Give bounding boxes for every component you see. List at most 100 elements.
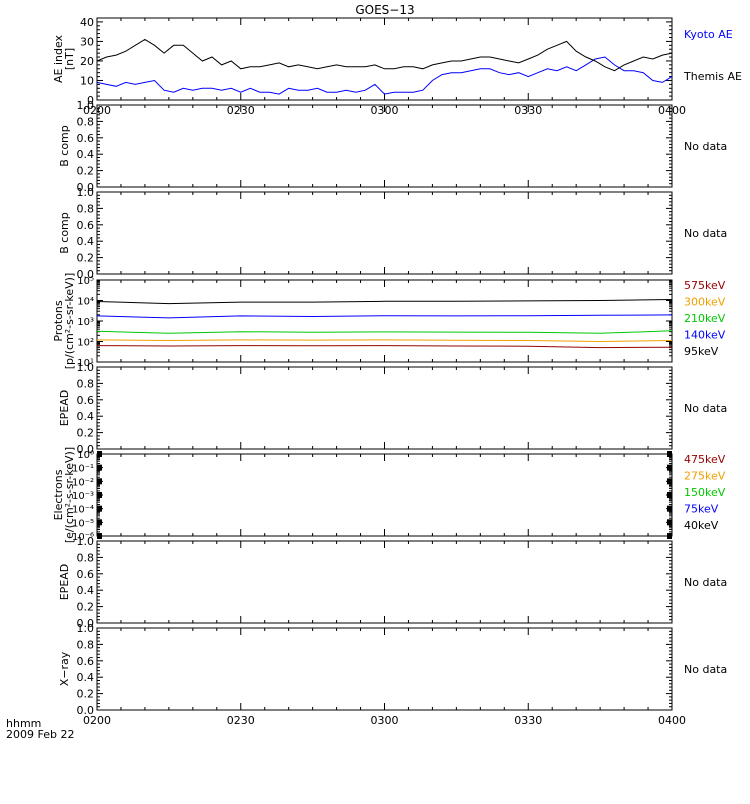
time-axis-label: hhmm <box>6 717 41 730</box>
y-tick-label: 10⁻² <box>72 477 94 488</box>
panel-6: 10⁻⁶ 10⁻⁵ 10⁻⁴ 10⁻³ 10⁻² 10⁻¹ 10⁰ Electrons[e/(… <box>52 447 726 543</box>
y-tick-label: 10⁰ <box>77 450 94 461</box>
panel-8: 0.0 0.2 0.4 0.6 0.8 1.0 0200 0230 0300 0330 0400 X−… <box>58 622 727 727</box>
legend-entry: 210keV <box>684 312 726 325</box>
y-tick-label: 0.0 <box>77 268 95 281</box>
dense-tick-block <box>97 533 102 539</box>
y-tick-label: 30 <box>80 35 94 48</box>
panel-5: 0.0 0.2 0.4 0.6 0.8 1.0 EPEAD No data <box>58 361 727 456</box>
no-data-label: No data <box>684 402 727 415</box>
y-axis-label: AE index <box>52 34 65 83</box>
y-tick-label: 0.0 <box>77 617 95 630</box>
dense-tick-block <box>97 505 102 512</box>
y-tick-label: 0 <box>87 94 94 107</box>
legend-entry: 275keV <box>684 470 726 483</box>
y-tick-label: 1.0 <box>77 535 95 548</box>
y-axis-label: EPEAD <box>58 390 71 427</box>
plot-frame <box>96 104 673 188</box>
dense-tick-block <box>97 464 102 471</box>
series-line <box>96 345 673 349</box>
series-line <box>96 299 673 305</box>
y-tick-label: 0.6 <box>77 655 95 668</box>
plot-frame <box>96 279 673 363</box>
legend-entry: Themis AE <box>683 70 742 83</box>
y-tick-label: 0.2 <box>77 688 95 701</box>
no-data-label: No data <box>684 140 727 153</box>
legend-entry: 300keV <box>684 296 726 309</box>
dense-tick-block <box>667 533 672 539</box>
y-axis-unit: [p/(cm²-s-sr-keV)] <box>63 273 76 370</box>
plot-frame <box>96 627 673 711</box>
y-tick-label: 10⁻¹ <box>72 464 94 475</box>
y-tick-label: 0.8 <box>77 115 95 128</box>
y-tick-label: 0.4 <box>77 584 95 597</box>
y-tick-label: 0.0 <box>77 704 95 717</box>
y-tick-label: 0.6 <box>77 394 95 407</box>
plot-frame <box>96 366 673 450</box>
plot-frame <box>96 540 673 624</box>
y-tick-label: 10² <box>77 338 94 349</box>
y-tick-label: 1.0 <box>77 186 95 199</box>
dense-tick-block <box>667 505 672 512</box>
y-tick-label: 40 <box>80 16 94 29</box>
y-axis-label: Protons <box>52 300 65 341</box>
y-tick-label: 10⁻⁵ <box>72 518 94 529</box>
y-axis-label: X−ray <box>58 651 71 686</box>
panel-4: 10¹ 10² 10³ 10⁴ 10⁵ Protons[p/(cm²-s-sr-keV)]… <box>52 273 726 370</box>
y-tick-label: 10⁻⁶ <box>72 532 94 543</box>
y-tick-label: 0.4 <box>77 148 95 161</box>
y-tick-label: 10⁵ <box>77 276 94 287</box>
y-tick-label: 1.0 <box>77 99 95 112</box>
y-tick-label: 10⁻⁴ <box>72 505 94 516</box>
dense-tick-block <box>667 464 672 471</box>
dense-tick-block <box>97 451 102 457</box>
y-tick-label: 0.2 <box>77 252 95 265</box>
y-axis-unit: [e/(cm²-s-sr-keV)] <box>63 447 76 543</box>
y-tick-label: 0.4 <box>77 671 95 684</box>
y-axis-label: B comp <box>58 125 71 167</box>
x-tick-label: 0230 <box>227 714 255 727</box>
x-tick-label: 0330 <box>514 714 542 727</box>
y-tick-label: 1.0 <box>77 361 95 374</box>
date-label: 2009 Feb 22 <box>6 728 74 741</box>
y-tick-label: 0.8 <box>77 377 95 390</box>
legend-entry: 475keV <box>684 453 726 466</box>
series-line <box>96 330 673 334</box>
y-tick-label: 0.6 <box>77 132 95 145</box>
y-tick-label: 0.2 <box>77 165 95 178</box>
y-tick-label: 10 <box>80 74 94 87</box>
panel-3: 0.0 0.2 0.4 0.6 0.8 1.0 B comp No data <box>58 186 727 281</box>
y-tick-label: 10⁻³ <box>72 491 94 502</box>
legend-entry: Kyoto AE <box>684 28 733 41</box>
figure-title: GOES−13 <box>355 3 414 17</box>
y-axis-label: Electrons <box>52 469 65 520</box>
plot-frame <box>96 191 673 275</box>
y-tick-label: 0.8 <box>77 551 95 564</box>
series-line <box>96 339 673 343</box>
y-tick-label: 0.0 <box>77 181 95 194</box>
series-line <box>96 38 673 72</box>
panel-7: 0.0 0.2 0.4 0.6 0.8 1.0 EPEAD No data <box>58 535 727 630</box>
y-tick-label: 20 <box>80 55 94 68</box>
no-data-label: No data <box>684 576 727 589</box>
legend-entry: 140keV <box>684 329 726 342</box>
series-line <box>96 314 673 319</box>
dense-tick-block <box>97 478 102 485</box>
panel-2: 0.0 0.2 0.4 0.6 0.8 1.0 B comp No data <box>58 99 727 194</box>
plot-frame <box>96 17 673 101</box>
y-tick-label: 10³ <box>77 317 94 328</box>
dense-tick-block <box>97 492 102 498</box>
y-tick-label: 0.4 <box>77 235 95 248</box>
y-tick-label: 0.2 <box>77 427 95 440</box>
y-tick-label: 1.0 <box>77 622 95 635</box>
y-axis-unit: [nT] <box>63 48 76 70</box>
y-axis-label: B comp <box>58 212 71 254</box>
dense-tick-block <box>97 519 102 526</box>
y-tick-label: 0.8 <box>77 638 95 651</box>
x-tick-label: 0300 <box>371 714 399 727</box>
y-axis-label: EPEAD <box>58 564 71 601</box>
legend-entry: 150keV <box>684 486 726 499</box>
dense-tick-block <box>667 478 672 485</box>
